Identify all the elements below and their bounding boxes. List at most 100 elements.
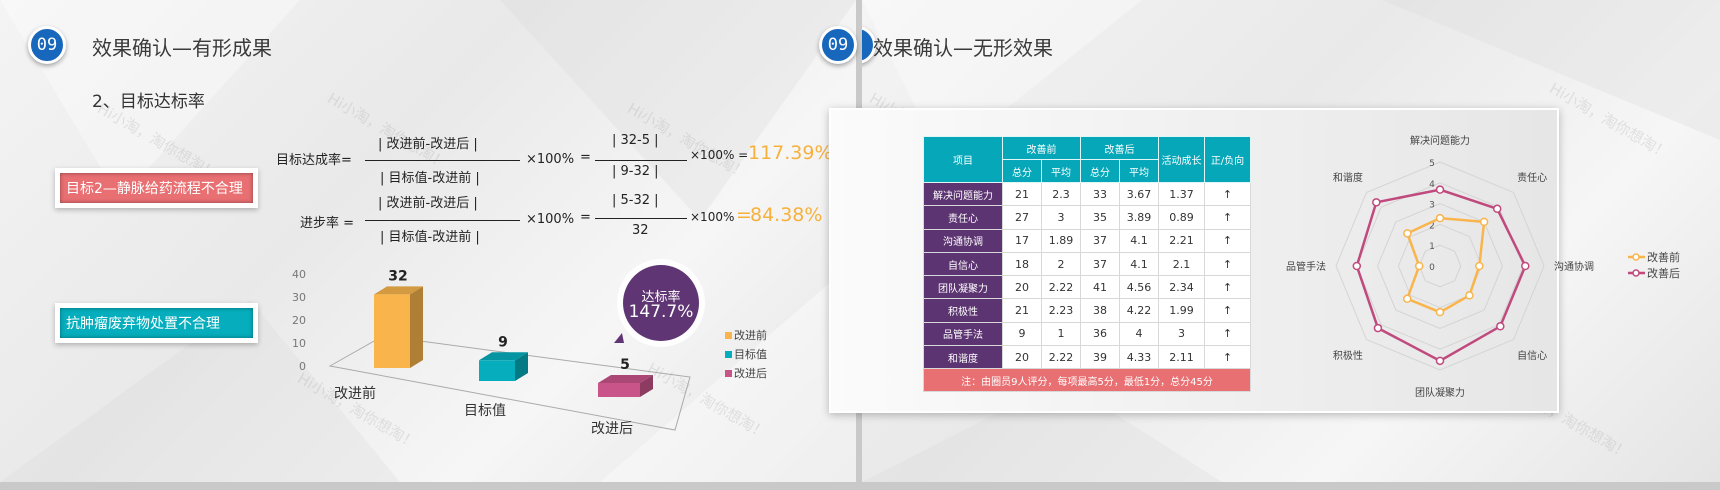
table-cell: 38 [1080, 298, 1120, 323]
subheader: 总分 [1080, 159, 1120, 183]
formula2-equals: = [580, 210, 591, 225]
table-cell: 1 [1041, 321, 1081, 347]
formula2-denominator-values: 32 [632, 223, 649, 238]
formula2-times: ×100% [526, 212, 575, 227]
page-title: 效果确认—有形成果 [92, 36, 272, 60]
formula1-label: 目标达成率= [276, 153, 352, 168]
header-direction: 正/负向 [1204, 136, 1251, 183]
table-cell: 4 [1119, 321, 1159, 347]
x-category-label: 改进前 [334, 385, 376, 402]
axis-label: 沟通协调 [1554, 260, 1594, 273]
formula1-denominator: | 目标值-改进前 | [380, 171, 480, 186]
axis-label: 解决问题能力 [1410, 134, 1470, 147]
table-row: 积极性 21 2.23 38 4.22 1.99 ↑ [923, 298, 1251, 323]
table-cell: 20 [1002, 275, 1042, 300]
formula2-times2: ×100% [690, 210, 735, 224]
formula2-label: 进步率 = [300, 216, 355, 231]
bar-side [515, 352, 528, 381]
subheader: 平均 [1041, 159, 1081, 183]
table-cell: 0.89 [1158, 205, 1205, 230]
table-row: 责任心 27 3 35 3.89 0.89 ↑ [923, 205, 1251, 230]
data-point [1475, 261, 1484, 271]
score-table: 项目 改善前 改善后 活动成长 正/负向 总分 平均 总分 平均 解决问题能力 2… [923, 136, 1251, 393]
y-tick-label: 40 [292, 268, 306, 281]
radial-tick-label: 4 [1429, 180, 1435, 190]
fraction-line [365, 160, 520, 161]
table-cell: 2.22 [1041, 345, 1081, 370]
bar-top [598, 375, 653, 383]
table-row: 团队凝聚力 20 2.22 41 4.56 2.34 ↑ [923, 275, 1251, 300]
table-cell: 2.3 [1041, 181, 1081, 207]
legend-marker [1632, 253, 1640, 261]
table-cell: 21 [1002, 181, 1042, 207]
data-point [1435, 185, 1445, 194]
header-item: 项目 [923, 136, 1003, 183]
radial-tick-label: 1 [1429, 242, 1435, 252]
header-growth: 活动成长 [1158, 136, 1205, 183]
header-after: 改善后 [1080, 136, 1159, 160]
radar-gridline [1397, 223, 1483, 309]
table-cell: 2.21 [1158, 228, 1205, 253]
formula1-times2: ×100% = [690, 148, 749, 162]
formula1-result: 117.39% [748, 142, 833, 164]
data-point [1435, 356, 1445, 366]
axis-label: 团队凝聚力 [1415, 386, 1465, 399]
bar-top [374, 286, 423, 295]
formula2-result: 84.38% [750, 204, 823, 226]
table-cell: 3 [1158, 321, 1205, 347]
fraction-line [365, 220, 520, 221]
table-cell: 21 [1002, 298, 1042, 323]
issue-box-waste-disposal: 抗肿瘤废弃物处置不合理 [55, 303, 258, 343]
slide-tangible-results: Hi小淘，淘你想淘！ Hi小淘，淘你想淘！ Hi小淘，淘你想淘！ Hi小淘，淘你… [0, 0, 856, 482]
table-cell: 39 [1080, 345, 1120, 370]
data-point [1373, 323, 1383, 333]
table-note: 注：由圈员9人评分，每项最高5分，最低1分，总分45分 [923, 368, 1251, 393]
radial-tick-label: 5 [1429, 159, 1435, 169]
data-point [1521, 261, 1530, 271]
table-cell: 35 [1080, 205, 1120, 230]
table-row: 沟通协调 17 1.89 37 4.1 2.21 ↑ [923, 228, 1251, 253]
formula2-equals2: = [736, 204, 752, 226]
issue-label: 目标2—静脉给药流程不合理 [60, 173, 253, 203]
formula1-equals: = [580, 150, 591, 165]
page-title: 效果确认—无形效果 [873, 36, 1053, 60]
y-tick-label: 10 [292, 337, 306, 350]
subheader: 总分 [1002, 159, 1042, 183]
bubble-label: 达标率 [641, 290, 681, 305]
data-label: 9 [498, 334, 508, 350]
table-cell: 37 [1080, 251, 1120, 277]
table-cell: 20 [1002, 345, 1042, 370]
fraction-line [595, 218, 687, 219]
y-tick-label: 20 [292, 314, 306, 327]
legend-swatch [725, 332, 732, 339]
legend-marker [1632, 269, 1640, 277]
table-cell: 17 [1002, 228, 1042, 253]
bubble-value: 147.7% [628, 302, 694, 322]
fraction-line [595, 160, 687, 161]
x-category-label: 目标值 [464, 403, 506, 419]
row-label: 和谐度 [923, 345, 1003, 370]
formula2-numerator: | 改进前-改进后 | [378, 196, 478, 211]
table-cell: ↑ [1204, 345, 1251, 370]
data-point [1465, 291, 1474, 300]
table-row: 和谐度 20 2.22 39 4.33 2.11 ↑ [923, 345, 1251, 370]
data-point [1492, 204, 1502, 214]
section-subtitle: 2、目标达标率 [92, 92, 205, 112]
table-cell: 3.89 [1119, 205, 1159, 230]
table-cell: 4.33 [1119, 345, 1159, 370]
data-label: 32 [388, 268, 407, 284]
axis-label: 和谐度 [1333, 171, 1363, 184]
table-cell: 2.1 [1158, 251, 1205, 277]
data-point [1414, 261, 1424, 271]
table-cell: 41 [1080, 275, 1120, 300]
table-cell: 2 [1041, 251, 1081, 277]
formula1-times: ×100% [526, 152, 575, 167]
header-before: 改善前 [1002, 136, 1081, 160]
bar-改进前 [374, 294, 410, 368]
row-label: 责任心 [923, 205, 1003, 230]
y-tick-label: 30 [292, 291, 306, 304]
data-point [1435, 213, 1445, 223]
bar-top [479, 352, 528, 361]
